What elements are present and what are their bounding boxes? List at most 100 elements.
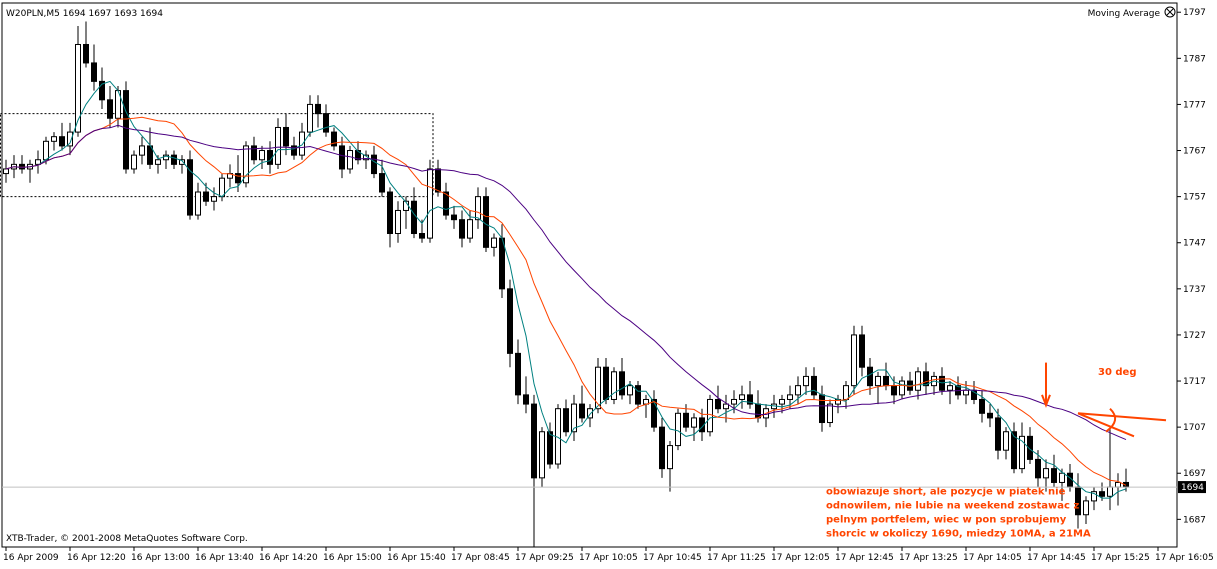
candle bbox=[251, 136, 257, 165]
candle-body-down bbox=[483, 196, 489, 248]
candle-body-up bbox=[539, 431, 545, 479]
candle-body-down bbox=[379, 173, 385, 193]
candle bbox=[451, 205, 457, 229]
x-tick-label: 17 Apr 11:25 bbox=[707, 553, 766, 563]
candle-body-up bbox=[1107, 486, 1113, 497]
close-indicator-icon[interactable] bbox=[1164, 6, 1176, 18]
candle bbox=[315, 95, 321, 128]
candle-body-up bbox=[259, 150, 265, 161]
y-tick-label: 1787 bbox=[1183, 54, 1206, 64]
y-tick-label: 1797 bbox=[1183, 8, 1206, 18]
candle-body-down bbox=[123, 90, 129, 170]
candle bbox=[331, 127, 337, 151]
candle-body-down bbox=[459, 219, 465, 239]
candle bbox=[675, 408, 681, 451]
candle bbox=[811, 367, 817, 400]
candle bbox=[611, 367, 617, 405]
candle-body-down bbox=[651, 398, 657, 428]
candle-body-down bbox=[251, 145, 257, 161]
candle-body-down bbox=[1099, 491, 1105, 497]
y-tick-label: 1687 bbox=[1183, 515, 1206, 525]
candle-body-up bbox=[587, 408, 593, 419]
candle-body-up bbox=[779, 398, 785, 405]
candle-body-down bbox=[507, 288, 513, 354]
candle bbox=[915, 367, 921, 400]
candle-body-down bbox=[323, 113, 329, 133]
candle-body-down bbox=[523, 394, 529, 405]
candle bbox=[243, 141, 249, 188]
candle bbox=[107, 85, 113, 128]
candle-body-down bbox=[659, 426, 665, 470]
candle-body-up bbox=[1003, 431, 1009, 451]
candle bbox=[467, 210, 473, 243]
candle bbox=[179, 155, 185, 174]
candle bbox=[123, 81, 129, 174]
candle-body-down bbox=[171, 154, 177, 165]
candle-body-up bbox=[243, 145, 249, 184]
candle bbox=[747, 381, 753, 409]
candle bbox=[491, 233, 497, 257]
candle-body-up bbox=[803, 375, 809, 387]
candle bbox=[211, 187, 217, 211]
annotation-down-arrow-head bbox=[1041, 394, 1051, 408]
candle-body-down bbox=[291, 145, 297, 156]
candle bbox=[1083, 496, 1089, 524]
x-tick-label: 17 Apr 13:25 bbox=[899, 553, 958, 563]
candle bbox=[547, 422, 553, 469]
candle bbox=[187, 150, 193, 220]
annotation-angle-line-2 bbox=[1077, 412, 1135, 438]
candle bbox=[531, 394, 537, 547]
candle bbox=[83, 21, 89, 68]
plot-frame bbox=[1, 2, 1178, 548]
candle-body-down bbox=[747, 394, 753, 405]
candle-body-down bbox=[83, 43, 89, 64]
candle-body-up bbox=[427, 168, 433, 239]
x-tick-label: 16 Apr 12:20 bbox=[67, 553, 126, 563]
candle-body-up bbox=[707, 398, 713, 433]
candle-body-up bbox=[43, 140, 49, 161]
candle-body-down bbox=[979, 398, 985, 414]
candle bbox=[75, 26, 81, 137]
moving-averages-layer bbox=[5, 80, 1127, 499]
candle-body-down bbox=[515, 352, 521, 396]
copyright-text: XTB-Trader, © 2001-2008 MetaQuotes Softw… bbox=[6, 534, 248, 544]
candle bbox=[347, 145, 353, 174]
candle-body-up bbox=[475, 196, 481, 221]
annotation-comment-line: pelnym portfelem, wiec w pon sprobujemy bbox=[826, 515, 1067, 526]
candle-body-down bbox=[531, 403, 537, 479]
candle-body-down bbox=[619, 371, 625, 396]
candle-body-up bbox=[467, 219, 473, 239]
candle-body-down bbox=[683, 412, 689, 428]
candle bbox=[707, 394, 713, 437]
candle-body-up bbox=[219, 177, 225, 198]
candle bbox=[131, 150, 137, 174]
candle bbox=[739, 385, 745, 409]
candle bbox=[507, 279, 513, 368]
candle bbox=[395, 201, 401, 243]
candle bbox=[1051, 454, 1057, 488]
candle bbox=[195, 182, 201, 220]
candle-body-down bbox=[1027, 435, 1033, 460]
candle bbox=[35, 150, 41, 174]
candle-body-up bbox=[131, 154, 137, 170]
candle bbox=[571, 394, 577, 441]
candle-body-up bbox=[963, 389, 969, 396]
candle bbox=[715, 385, 721, 414]
candle bbox=[339, 136, 345, 179]
x-tick-label: 16 Apr 14:20 bbox=[259, 553, 318, 563]
candle bbox=[323, 104, 329, 137]
candle-body-down bbox=[99, 80, 105, 101]
candle-body-up bbox=[307, 103, 313, 133]
y-tick-label: 1727 bbox=[1183, 331, 1206, 341]
candle bbox=[987, 404, 993, 428]
candle-body-up bbox=[35, 159, 41, 165]
candle-body-up bbox=[723, 403, 729, 410]
symbol-header: W20PLN,M5 1694 1697 1693 1694 bbox=[6, 9, 163, 19]
x-tick-label: 17 Apr 12:05 bbox=[771, 553, 830, 563]
candle-body-up bbox=[739, 394, 745, 400]
annotation-comment-line: odnowilem, nie lubie na weekend zostawac… bbox=[826, 501, 1079, 512]
candle bbox=[283, 113, 289, 156]
